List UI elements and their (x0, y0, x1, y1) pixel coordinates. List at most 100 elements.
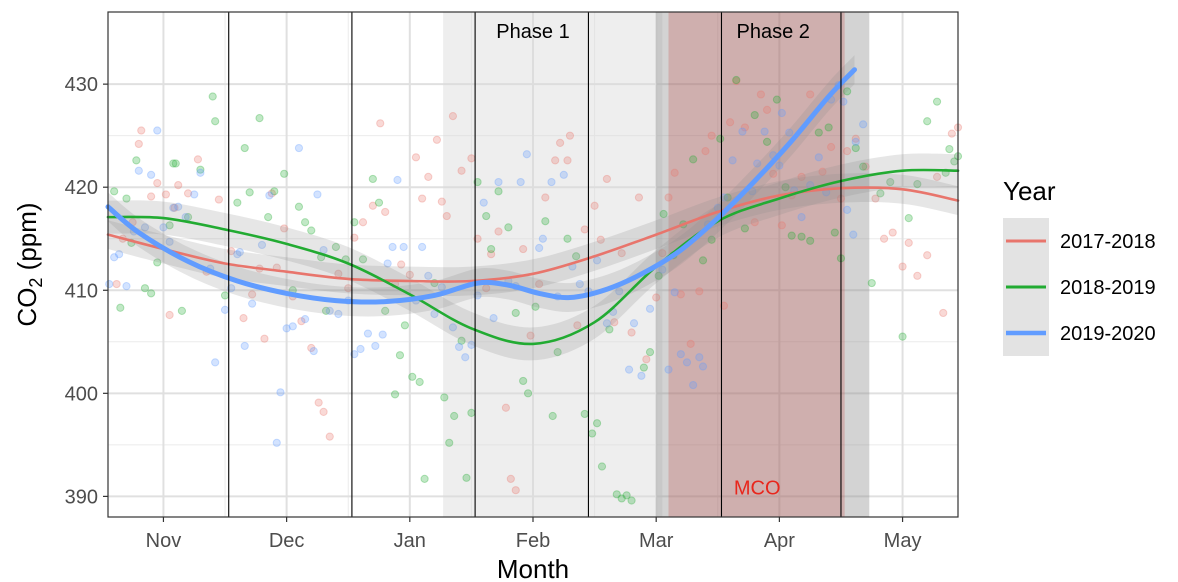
data-point-2018-2019 (450, 411, 459, 421)
data-point-2018-2019 (307, 226, 316, 235)
data-point-2018-2019 (814, 128, 823, 137)
data-point-2019-2020 (257, 240, 267, 250)
data-point-2017-2018 (473, 234, 482, 243)
data-point-2019-2020 (233, 250, 242, 259)
data-point-2018-2019 (462, 473, 471, 482)
data-point-2019-2020 (276, 388, 285, 397)
data-point-2017-2018 (307, 343, 316, 353)
y-axis-title-subscript: 2 (26, 278, 46, 288)
data-point-2017-2018 (368, 201, 377, 210)
x-tick-label: Apr (764, 530, 795, 552)
data-point-2017-2018 (740, 123, 749, 132)
data-point-2018-2019 (169, 159, 178, 168)
data-point-2018-2019 (368, 174, 377, 184)
data-point-2017-2018 (762, 105, 772, 115)
data-point-2018-2019 (707, 235, 716, 244)
x-tick-label: Mar (639, 530, 674, 552)
data-point-2019-2020 (814, 153, 823, 162)
data-point-2017-2018 (418, 194, 427, 203)
data-point-2018-2019 (255, 114, 264, 123)
data-point-2017-2018 (165, 310, 174, 320)
data-point-2019-2020 (313, 190, 322, 199)
data-point-2018-2019 (639, 363, 648, 372)
data-point-2018-2019 (553, 348, 562, 357)
data-point-2019-2020 (248, 299, 257, 308)
data-point-2019-2020 (294, 143, 304, 153)
data-point-2019-2020 (559, 170, 568, 179)
x-tick-label: May (884, 530, 922, 552)
data-point-2018-2019 (116, 303, 125, 312)
x-tick-label: Feb (516, 530, 550, 552)
data-point-2017-2018 (642, 355, 651, 364)
y-axis-title: CO2 (ppm) (12, 202, 46, 326)
data-point-2017-2018 (818, 167, 827, 176)
data-point-2019-2020 (165, 237, 174, 246)
legend-items: 2017-2018 2018-2019 2019-2020 (1003, 218, 1156, 356)
data-point-2018-2019 (617, 494, 626, 503)
data-point-2017-2018 (923, 251, 932, 260)
data-point-2018-2019 (467, 408, 476, 418)
data-point-2019-2020 (301, 315, 310, 324)
data-point-2017-2018 (397, 260, 406, 269)
data-point-2018-2019 (572, 252, 581, 261)
data-point-2018-2019 (140, 284, 150, 293)
data-point-2019-2020 (473, 291, 482, 300)
data-point-2018-2019 (867, 278, 876, 288)
data-point-2017-2018 (827, 142, 836, 152)
data-point-2017-2018 (634, 193, 644, 202)
data-point-2017-2018 (405, 270, 414, 279)
data-point-2019-2020 (859, 120, 868, 129)
data-point-2018-2019 (110, 187, 119, 196)
data-point-2019-2020 (535, 243, 544, 253)
data-point-2019-2020 (190, 190, 199, 199)
data-point-2017-2018 (424, 172, 433, 181)
data-point-2017-2018 (658, 249, 667, 258)
data-point-2018-2019 (580, 409, 589, 419)
data-point-2018-2019 (830, 228, 839, 237)
data-point-2018-2019 (898, 332, 907, 341)
data-point-2018-2019 (415, 377, 424, 387)
data-point-2019-2020 (670, 288, 679, 297)
legend: Year 2017-2018 2018-2019 2019-2020 (1003, 176, 1156, 356)
data-point-2018-2019 (122, 194, 131, 203)
data-point-2018-2019 (592, 419, 602, 428)
data-point-2017-2018 (913, 271, 922, 280)
x-axis-ticks: Nov Dec Jan Feb Mar Apr May (146, 517, 922, 552)
data-point-2017-2018 (193, 155, 203, 164)
data-point-2017-2018 (879, 234, 889, 243)
data-point-2017-2018 (511, 486, 520, 495)
data-point-2017-2018 (707, 131, 716, 140)
legend-label-2017-2018: 2017-2018 (1060, 231, 1156, 253)
data-point-2018-2019 (445, 438, 454, 447)
data-point-2019-2020 (325, 306, 334, 315)
data-point-2019-2020 (538, 234, 547, 243)
data-point-2018-2019 (395, 351, 405, 360)
data-point-2018-2019 (482, 211, 491, 221)
y-tick-label: 390 (65, 486, 98, 508)
data-point-2019-2020 (516, 177, 525, 187)
data-point-2017-2018 (381, 207, 390, 217)
data-point-2017-2018 (134, 139, 143, 149)
data-point-2017-2018 (541, 193, 550, 202)
data-point-2017-2018 (797, 172, 806, 181)
data-point-2018-2019 (627, 496, 636, 505)
ribbon-2018-2019 (108, 153, 958, 361)
data-point-2017-2018 (526, 331, 535, 340)
data-point-2019-2020 (114, 250, 124, 259)
data-point-2018-2019 (723, 193, 732, 202)
data-point-2019-2020 (288, 322, 297, 331)
data-point-2017-2018 (112, 279, 121, 289)
data-point-2018-2019 (523, 389, 533, 398)
data-point-2019-2020 (265, 191, 274, 200)
data-point-2018-2019 (732, 75, 741, 85)
data-point-2017-2018 (227, 247, 236, 256)
data-point-2017-2018 (861, 162, 870, 171)
data-point-2018-2019 (859, 162, 868, 171)
data-point-2019-2020 (479, 198, 488, 207)
y-axis-title-unit: (ppm) (12, 202, 42, 277)
data-point-2017-2018 (376, 119, 385, 128)
data-point-2017-2018 (670, 168, 679, 177)
line-2019-2020 (105, 67, 857, 305)
data-point-2018-2019 (645, 348, 655, 357)
data-point-2018-2019 (132, 156, 141, 165)
